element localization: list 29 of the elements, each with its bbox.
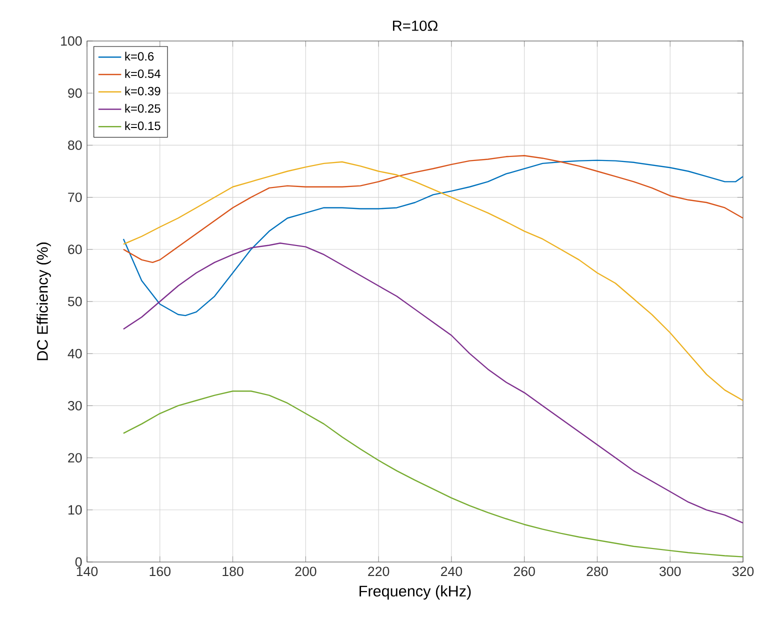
y-tick-label: 80 (68, 140, 82, 150)
y-tick-label: 20 (68, 453, 82, 463)
y-tick-label: 30 (68, 400, 82, 410)
x-tick-label: 200 (295, 566, 316, 576)
legend-label: k=0.54 (125, 69, 160, 78)
x-tick-label: 240 (440, 566, 462, 576)
y-tick-label: 10 (68, 505, 82, 515)
y-tick-label: 90 (68, 88, 82, 98)
y-tick-label: 60 (68, 244, 82, 254)
x-tick-label: 180 (222, 566, 244, 576)
x-tick-label: 260 (514, 566, 535, 576)
legend-label: k=0.39 (125, 86, 160, 96)
y-tick-label: 70 (68, 192, 82, 202)
legend-label: k=0.25 (125, 104, 160, 113)
y-axis-title: DC Efficiency (%) (36, 242, 51, 360)
y-tick-label: 40 (68, 348, 82, 358)
legend-label: k=0.15 (125, 121, 160, 130)
x-axis-title: Frequency (kHz) (360, 585, 471, 600)
x-tick-label: 320 (732, 566, 754, 576)
x-tick-label: 300 (659, 566, 681, 576)
y-tick-label: 100 (61, 36, 82, 46)
legend-label: k=0.6 (125, 52, 154, 61)
x-tick-label: 140 (76, 566, 98, 576)
x-tick-label: 220 (368, 566, 390, 576)
chart-title: R=10Ω (393, 20, 438, 31)
y-tick-label: 50 (68, 296, 82, 306)
x-tick-label: 160 (150, 566, 170, 576)
x-tick-label: 280 (586, 566, 608, 576)
y-tick-label: 0 (75, 557, 82, 567)
